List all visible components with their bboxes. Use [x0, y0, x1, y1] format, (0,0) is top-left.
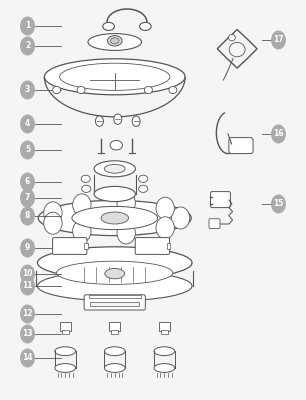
- Text: 1: 1: [25, 22, 30, 30]
- Ellipse shape: [37, 271, 192, 301]
- Text: 12: 12: [22, 310, 33, 318]
- FancyBboxPatch shape: [53, 238, 87, 254]
- Circle shape: [21, 189, 34, 207]
- Text: 14: 14: [22, 354, 33, 362]
- Ellipse shape: [94, 186, 135, 202]
- Ellipse shape: [140, 22, 151, 30]
- Bar: [90, 302, 139, 306]
- Ellipse shape: [60, 63, 170, 90]
- Ellipse shape: [44, 59, 185, 95]
- Ellipse shape: [105, 268, 125, 279]
- Text: 8: 8: [25, 212, 30, 220]
- Bar: [167, 243, 170, 249]
- Text: 10: 10: [22, 270, 33, 278]
- Ellipse shape: [171, 207, 190, 229]
- Ellipse shape: [169, 86, 177, 94]
- Ellipse shape: [110, 140, 122, 150]
- Circle shape: [114, 114, 122, 124]
- Ellipse shape: [73, 220, 91, 242]
- Circle shape: [21, 277, 34, 295]
- FancyBboxPatch shape: [84, 295, 145, 310]
- Circle shape: [21, 141, 34, 159]
- Ellipse shape: [156, 217, 174, 239]
- Text: 4: 4: [25, 120, 30, 128]
- Bar: [60, 322, 71, 331]
- Ellipse shape: [104, 364, 125, 372]
- Ellipse shape: [139, 175, 148, 182]
- Ellipse shape: [44, 212, 62, 234]
- Ellipse shape: [104, 347, 125, 356]
- Bar: [62, 330, 69, 334]
- Text: 5: 5: [25, 146, 30, 154]
- Circle shape: [21, 265, 34, 283]
- Bar: [111, 330, 118, 334]
- FancyBboxPatch shape: [229, 138, 253, 154]
- Bar: [89, 295, 141, 298]
- FancyBboxPatch shape: [209, 219, 220, 228]
- Ellipse shape: [55, 347, 76, 356]
- Ellipse shape: [101, 212, 129, 224]
- Text: 13: 13: [22, 330, 33, 338]
- Ellipse shape: [103, 22, 114, 30]
- Text: 16: 16: [273, 130, 284, 138]
- Ellipse shape: [55, 364, 76, 372]
- Circle shape: [21, 81, 34, 99]
- Text: 6: 6: [25, 178, 30, 186]
- Bar: [161, 330, 168, 334]
- Ellipse shape: [72, 206, 158, 230]
- Bar: [84, 243, 88, 249]
- Ellipse shape: [110, 38, 119, 44]
- Ellipse shape: [73, 194, 91, 216]
- Circle shape: [21, 37, 34, 55]
- Ellipse shape: [229, 34, 235, 41]
- Ellipse shape: [229, 42, 245, 57]
- Ellipse shape: [94, 161, 135, 177]
- Circle shape: [21, 305, 34, 323]
- Ellipse shape: [156, 197, 174, 219]
- Text: 15: 15: [273, 200, 284, 208]
- Bar: [159, 322, 170, 331]
- Circle shape: [272, 31, 285, 49]
- Text: 11: 11: [22, 282, 33, 290]
- Circle shape: [95, 116, 103, 126]
- Ellipse shape: [82, 185, 91, 192]
- FancyBboxPatch shape: [135, 238, 170, 254]
- Ellipse shape: [117, 222, 135, 244]
- Text: 7: 7: [25, 194, 30, 202]
- Text: 3: 3: [25, 86, 30, 94]
- Circle shape: [21, 349, 34, 367]
- Ellipse shape: [81, 175, 90, 182]
- FancyBboxPatch shape: [211, 192, 230, 208]
- Ellipse shape: [144, 86, 152, 94]
- Ellipse shape: [53, 86, 61, 94]
- Circle shape: [272, 125, 285, 143]
- Text: 9: 9: [25, 244, 30, 252]
- Circle shape: [132, 116, 140, 126]
- Ellipse shape: [38, 200, 191, 236]
- Ellipse shape: [154, 347, 175, 356]
- Ellipse shape: [117, 192, 135, 214]
- Circle shape: [21, 17, 34, 35]
- Ellipse shape: [139, 185, 148, 192]
- Ellipse shape: [57, 261, 173, 284]
- Ellipse shape: [37, 247, 192, 279]
- Circle shape: [21, 115, 34, 133]
- Ellipse shape: [77, 86, 85, 94]
- Circle shape: [21, 207, 34, 225]
- Ellipse shape: [154, 364, 175, 372]
- Ellipse shape: [88, 34, 141, 50]
- Ellipse shape: [44, 202, 62, 224]
- Ellipse shape: [107, 36, 122, 46]
- Ellipse shape: [104, 164, 125, 173]
- Text: 17: 17: [273, 36, 284, 44]
- Circle shape: [21, 239, 34, 257]
- Circle shape: [21, 173, 34, 191]
- Circle shape: [272, 195, 285, 213]
- Text: 2: 2: [25, 42, 30, 50]
- Circle shape: [21, 325, 34, 343]
- Bar: [109, 322, 120, 331]
